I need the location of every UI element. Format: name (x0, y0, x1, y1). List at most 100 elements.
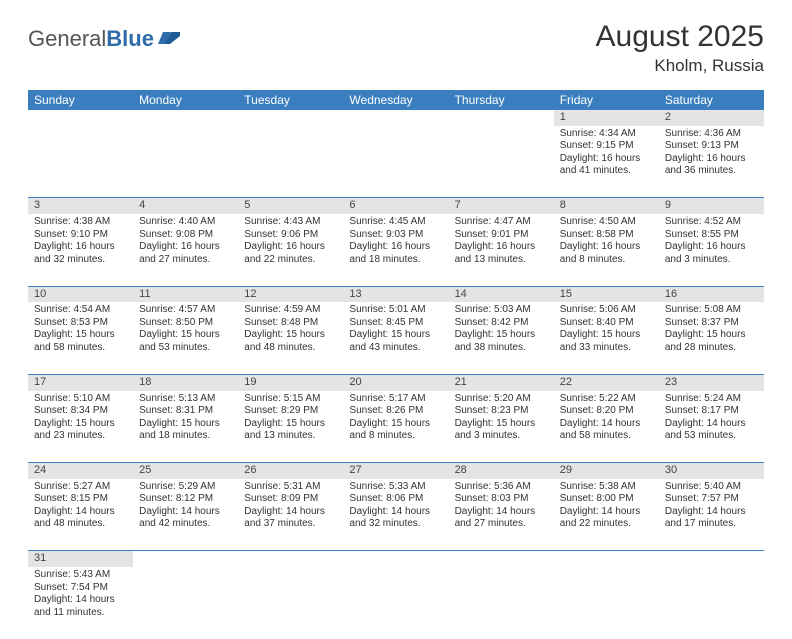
day-number-row: 31 (28, 551, 764, 567)
sunset-line: Sunset: 8:26 PM (349, 405, 442, 418)
sunrise-line: Sunrise: 4:52 AM (665, 216, 758, 229)
sunrise-line: Sunrise: 5:40 AM (665, 481, 758, 494)
weekday-header: Monday (133, 90, 238, 110)
day-number-cell: 29 (554, 463, 659, 479)
day-content-cell: Sunrise: 5:31 AMSunset: 8:09 PMDaylight:… (238, 479, 343, 551)
daylight-line: Daylight: 16 hours and 41 minutes. (560, 153, 653, 178)
day-number-cell: 26 (238, 463, 343, 479)
day-content-row: Sunrise: 5:10 AMSunset: 8:34 PMDaylight:… (28, 391, 764, 463)
day-content-cell: Sunrise: 5:06 AMSunset: 8:40 PMDaylight:… (554, 302, 659, 374)
daylight-line: Daylight: 16 hours and 8 minutes. (560, 241, 653, 266)
day-number-cell (238, 551, 343, 567)
daylight-line: Daylight: 14 hours and 58 minutes. (560, 418, 653, 443)
sunset-line: Sunset: 8:55 PM (665, 229, 758, 242)
sunset-line: Sunset: 8:06 PM (349, 493, 442, 506)
day-number-cell (28, 110, 133, 126)
sunset-line: Sunset: 9:08 PM (139, 229, 232, 242)
day-number-cell: 27 (343, 463, 448, 479)
calendar-table: SundayMondayTuesdayWednesdayThursdayFrid… (28, 90, 764, 639)
weekday-header: Sunday (28, 90, 133, 110)
sunrise-line: Sunrise: 4:59 AM (244, 304, 337, 317)
logo-text-blue: Blue (106, 26, 154, 52)
day-number-cell: 28 (449, 463, 554, 479)
sunrise-line: Sunrise: 5:22 AM (560, 393, 653, 406)
sunrise-line: Sunrise: 4:34 AM (560, 128, 653, 141)
sunrise-line: Sunrise: 4:57 AM (139, 304, 232, 317)
day-number-row: 12 (28, 110, 764, 126)
sunset-line: Sunset: 8:42 PM (455, 317, 548, 330)
day-number-cell (133, 110, 238, 126)
sunset-line: Sunset: 8:53 PM (34, 317, 127, 330)
daylight-line: Daylight: 14 hours and 48 minutes. (34, 506, 127, 531)
daylight-line: Daylight: 15 hours and 13 minutes. (244, 418, 337, 443)
day-number-cell: 13 (343, 286, 448, 302)
day-number-cell: 25 (133, 463, 238, 479)
sunrise-line: Sunrise: 5:20 AM (455, 393, 548, 406)
day-number-cell: 24 (28, 463, 133, 479)
sunset-line: Sunset: 8:15 PM (34, 493, 127, 506)
logo: GeneralBlue (28, 26, 180, 52)
day-content-cell (343, 126, 448, 198)
day-number-cell: 8 (554, 198, 659, 214)
daylight-line: Daylight: 14 hours and 32 minutes. (349, 506, 442, 531)
day-content-cell (133, 567, 238, 639)
day-content-cell: Sunrise: 5:01 AMSunset: 8:45 PMDaylight:… (343, 302, 448, 374)
day-number-cell: 7 (449, 198, 554, 214)
daylight-line: Daylight: 16 hours and 22 minutes. (244, 241, 337, 266)
day-content-cell (659, 567, 764, 639)
day-content-row: Sunrise: 5:43 AMSunset: 7:54 PMDaylight:… (28, 567, 764, 639)
day-number-cell (449, 551, 554, 567)
day-content-cell: Sunrise: 4:54 AMSunset: 8:53 PMDaylight:… (28, 302, 133, 374)
daylight-line: Daylight: 14 hours and 11 minutes. (34, 594, 127, 619)
logo-flag-icon (158, 30, 180, 46)
day-content-cell: Sunrise: 5:29 AMSunset: 8:12 PMDaylight:… (133, 479, 238, 551)
sunset-line: Sunset: 9:03 PM (349, 229, 442, 242)
day-content-row: Sunrise: 4:38 AMSunset: 9:10 PM Daylight:… (28, 214, 764, 286)
daylight-line: Daylight: 15 hours and 58 minutes. (34, 329, 127, 354)
day-content-cell: Sunrise: 5:36 AMSunset: 8:03 PMDaylight:… (449, 479, 554, 551)
day-number-cell: 22 (554, 374, 659, 390)
day-content-cell: Sunrise: 4:45 AMSunset: 9:03 PMDaylight:… (343, 214, 448, 286)
daylight-line: Daylight: 15 hours and 23 minutes. (34, 418, 127, 443)
day-content-cell: Sunrise: 5:24 AMSunset: 8:17 PMDaylight:… (659, 391, 764, 463)
daylight-line: Daylight: 14 hours and 37 minutes. (244, 506, 337, 531)
day-content-cell: Sunrise: 5:40 AMSunset: 7:57 PMDaylight:… (659, 479, 764, 551)
day-content-cell: Sunrise: 5:27 AMSunset: 8:15 PMDaylight:… (28, 479, 133, 551)
day-content-cell: Sunrise: 5:33 AMSunset: 8:06 PMDaylight:… (343, 479, 448, 551)
day-content-cell: Sunrise: 5:43 AMSunset: 7:54 PMDaylight:… (28, 567, 133, 639)
day-number-cell: 4 (133, 198, 238, 214)
day-number-cell: 5 (238, 198, 343, 214)
sunset-line: Sunset: 8:48 PM (244, 317, 337, 330)
daylight-line: Daylight: 14 hours and 22 minutes. (560, 506, 653, 531)
sunset-line: Sunset: 9:10 PM (34, 229, 127, 242)
sunrise-line: Sunrise: 5:29 AM (139, 481, 232, 494)
daylight-line: Daylight: 14 hours and 27 minutes. (455, 506, 548, 531)
weekday-header: Tuesday (238, 90, 343, 110)
day-content-cell: Sunrise: 5:38 AMSunset: 8:00 PMDaylight:… (554, 479, 659, 551)
weekday-header: Friday (554, 90, 659, 110)
daylight-line: Daylight: 15 hours and 33 minutes. (560, 329, 653, 354)
day-number-cell (238, 110, 343, 126)
sunrise-line: Sunrise: 4:50 AM (560, 216, 653, 229)
day-content-cell: Sunrise: 4:34 AMSunset: 9:15 PMDaylight:… (554, 126, 659, 198)
day-number-cell: 12 (238, 286, 343, 302)
weekday-header-row: SundayMondayTuesdayWednesdayThursdayFrid… (28, 90, 764, 110)
day-number-cell: 10 (28, 286, 133, 302)
sunrise-line: Sunrise: 5:01 AM (349, 304, 442, 317)
sunrise-line: Sunrise: 4:38 AM (34, 216, 127, 229)
sunrise-line: Sunrise: 4:54 AM (34, 304, 127, 317)
daylight-line: Daylight: 16 hours and 13 minutes. (455, 241, 548, 266)
day-number-cell: 17 (28, 374, 133, 390)
sunset-line: Sunset: 8:12 PM (139, 493, 232, 506)
day-content-cell: Sunrise: 4:36 AMSunset: 9:13 PMDaylight:… (659, 126, 764, 198)
day-number-row: 17181920212223 (28, 374, 764, 390)
daylight-line: Daylight: 14 hours and 53 minutes. (665, 418, 758, 443)
sunset-line: Sunset: 8:20 PM (560, 405, 653, 418)
day-content-cell: Sunrise: 5:08 AMSunset: 8:37 PMDaylight:… (659, 302, 764, 374)
day-number-cell (133, 551, 238, 567)
day-number-cell: 16 (659, 286, 764, 302)
sunrise-line: Sunrise: 4:36 AM (665, 128, 758, 141)
sunrise-line: Sunrise: 5:06 AM (560, 304, 653, 317)
day-content-row: Sunrise: 4:54 AMSunset: 8:53 PMDaylight:… (28, 302, 764, 374)
sunset-line: Sunset: 8:37 PM (665, 317, 758, 330)
